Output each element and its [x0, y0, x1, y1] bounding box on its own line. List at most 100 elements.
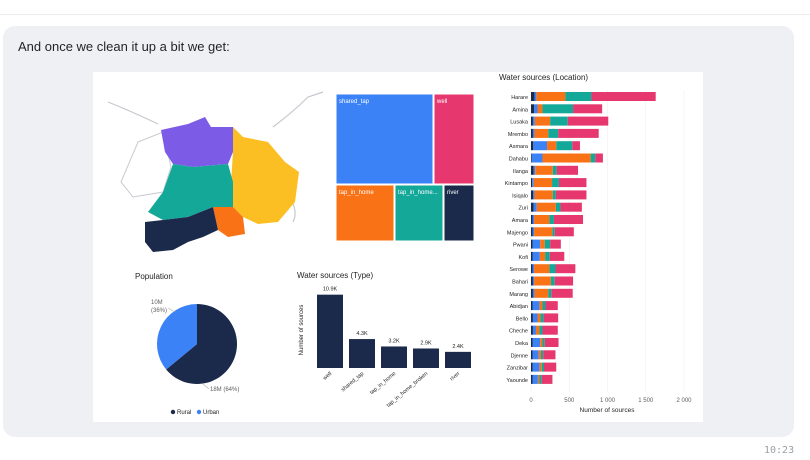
- bar-value-label: 3.2K: [388, 338, 400, 344]
- x-tick-label: well: [321, 371, 333, 382]
- stacked-bar-segment: [554, 227, 574, 237]
- y-tick-label: Zanzibar: [507, 366, 529, 372]
- stacked-bar-segment: [532, 239, 541, 249]
- stacked-bar-segment: [531, 92, 535, 101]
- legend-swatch: [170, 409, 176, 415]
- stacked-bar-segment: [537, 104, 543, 114]
- stacked-bar-segment: [548, 288, 552, 298]
- legend-swatch: [196, 409, 202, 415]
- stacked-bar-segment: [534, 190, 553, 200]
- y-tick-label: Deka: [515, 341, 529, 347]
- y-tick-label: Kofi: [519, 255, 528, 261]
- stacked-bar-segment: [543, 350, 556, 360]
- treemap-tile: [443, 184, 475, 242]
- stacked-bar-segment: [556, 141, 573, 151]
- y-tick-label: Lusaka: [510, 120, 529, 126]
- stacked-bar-segment: [534, 116, 551, 126]
- stacked-bar-segment: [541, 374, 553, 384]
- stacked-bar-segment: [534, 104, 538, 114]
- stacked-bar-segment: [532, 227, 535, 237]
- stacked-bar-segment: [531, 251, 533, 261]
- bar: [381, 346, 407, 368]
- treemap-tile-label: well: [436, 99, 447, 105]
- stacked-bar-segment: [538, 350, 541, 360]
- stacked-bar-segment: [532, 374, 538, 384]
- location-chart-title: Water sources (Location): [499, 73, 588, 82]
- stacked-bar-segment: [531, 350, 533, 360]
- treemap-tile: [335, 93, 434, 185]
- bar: [317, 294, 343, 368]
- y-tick-label: Pwani: [513, 243, 528, 249]
- stacked-bar-segment: [534, 276, 551, 286]
- stacked-bar-segment: [532, 128, 535, 138]
- message-timestamp: 10:23: [764, 445, 795, 456]
- map-region-teal: [148, 164, 233, 220]
- y-tick-label: Asmara: [509, 144, 529, 150]
- y-tick-label: Cheche: [509, 329, 528, 335]
- y-tick-label: Marang: [509, 292, 528, 298]
- stacked-bar-segment: [531, 104, 535, 114]
- stacked-bar-segment: [534, 264, 550, 274]
- y-axis-label: Number of sources: [299, 305, 305, 356]
- pie-slice: [166, 304, 238, 385]
- y-tick-label: Mrembo: [508, 132, 528, 138]
- top-divider: [0, 14, 810, 15]
- legend-label: Rural: [177, 410, 191, 416]
- y-tick-label: Ilanga: [513, 169, 529, 175]
- stacked-bar-segment: [531, 239, 533, 249]
- stacked-bar-segment: [531, 128, 533, 138]
- stacked-bar-segment: [532, 301, 540, 311]
- stacked-bar-segment: [531, 227, 533, 237]
- stacked-bar-segment: [550, 116, 568, 126]
- stacked-bar-segment: [544, 338, 559, 347]
- stacked-bar-segment: [539, 325, 543, 335]
- map-boundary-line: [107, 101, 159, 125]
- stacked-bar-segment: [542, 338, 545, 347]
- stacked-bar-segment: [532, 325, 536, 335]
- pie-slice-label: 18M (64%): [210, 387, 239, 393]
- pie-chart: 18M (64%) 10M (36%) Rural Urban: [151, 300, 239, 416]
- stacked-bar-segment: [533, 165, 536, 175]
- stacked-bar-segment: [537, 374, 540, 384]
- stacked-bar-segment: [531, 325, 533, 335]
- y-tick-label: Kintampo: [505, 181, 528, 187]
- stacked-bar-segment: [532, 116, 535, 126]
- stacked-bar-segment: [531, 153, 543, 163]
- stacked-bar-segment: [540, 350, 544, 360]
- stacked-bar-segment: [531, 165, 534, 175]
- x-axis-label: Number of sources: [580, 407, 636, 414]
- stacked-bar-segment: [531, 313, 533, 323]
- map-region-navy: [145, 207, 218, 252]
- stacked-bar-segment: [549, 264, 556, 274]
- stacked-bar-segment: [531, 141, 534, 151]
- stacked-bar-segment: [552, 227, 555, 237]
- y-tick-label: Djenne: [511, 353, 528, 359]
- stacked-bar-segment: [591, 92, 656, 101]
- stacked-bar-segment: [531, 276, 533, 286]
- stacked-bar-segment: [552, 165, 557, 175]
- stacked-bar-segment: [534, 288, 549, 298]
- stacked-bar-segment: [533, 141, 548, 151]
- bar: [349, 339, 375, 368]
- stacked-bar-segment: [532, 178, 534, 188]
- y-tick-label: Isiqalo: [512, 193, 528, 199]
- stacked-bar-segment: [539, 362, 542, 372]
- stacked-bar-segment: [535, 165, 553, 175]
- y-tick-label: Abidjan: [510, 304, 528, 310]
- treemap-tile-label: tap_in_home...: [398, 190, 438, 196]
- map-region-orange: [213, 207, 245, 237]
- stacked-bar-segment: [531, 202, 534, 212]
- y-tick-label: Bello: [516, 316, 528, 322]
- stacked-bar-segment: [540, 239, 545, 249]
- bar-chart-title: Water sources (Type): [297, 271, 374, 280]
- x-tick-label: 1 500: [638, 398, 654, 404]
- stacked-bar-segment: [532, 276, 535, 286]
- stacked-bar-segment: [534, 227, 553, 237]
- stacked-bar-segment: [534, 215, 550, 224]
- stacked-bar-segment: [555, 202, 561, 212]
- stacked-bar-segment: [535, 325, 540, 335]
- stacked-bar-segment: [532, 313, 538, 323]
- stacked-bar-segment: [533, 202, 537, 212]
- stacked-bar-segment: [567, 116, 609, 126]
